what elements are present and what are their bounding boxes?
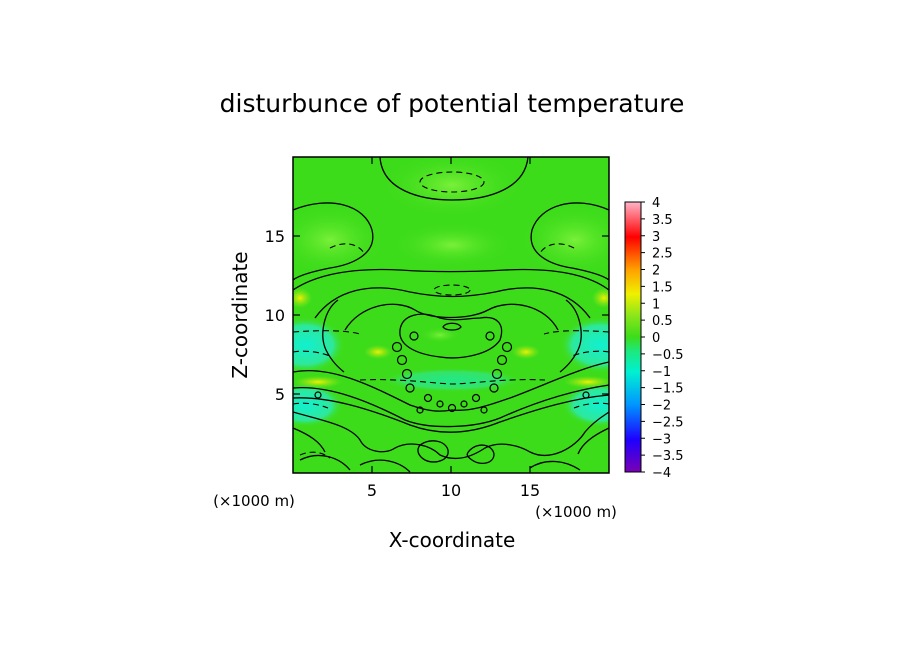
x-tick-label-0: 5 xyxy=(367,481,377,500)
colorbar-label-3: 2.5 xyxy=(652,247,673,262)
x-tick-label-2: 15 xyxy=(520,481,540,500)
y-tick-label-1: 10 xyxy=(265,306,285,325)
colorbar-label-2: 3 xyxy=(652,230,660,245)
x-axis-lower-left-unit-label: (×1000 m) xyxy=(213,492,295,510)
colorbar-label-15: −3.5 xyxy=(652,449,684,464)
colorbar-label-0: 4 xyxy=(652,196,660,211)
x-axis-title: X-coordinate xyxy=(389,528,516,552)
colorbar-label-7: 0.5 xyxy=(652,314,673,329)
colorbar-labels: 4 3.5 3 2.5 21.5 1 0.5 0 −0.5 −1 −1.5 −2−2.5 −3 −3.5 −… xyxy=(641,196,684,481)
heatmap-field xyxy=(293,157,609,473)
colorbar-label-4: 2 xyxy=(652,264,660,279)
x-tick-label-1: 10 xyxy=(441,481,461,500)
colorbar-label-14: −3 xyxy=(652,432,671,447)
colorbar-label-10: −1 xyxy=(652,365,671,380)
chart-title: disturbunce of potential temperature xyxy=(220,89,685,118)
x-axis-lower-right-unit-label: (×1000 m) xyxy=(535,503,617,521)
colorbar-label-9: −0.5 xyxy=(652,348,684,363)
colorbar-gradient xyxy=(624,201,642,473)
colorbar-label-13: −2.5 xyxy=(652,415,684,430)
y-tick-label-0: 5 xyxy=(275,385,285,404)
colorbar-label-1: 3.5 xyxy=(652,213,673,228)
y-axis-title: Z-coordinate xyxy=(228,251,252,378)
y-tick-label-2: 15 xyxy=(265,227,285,246)
y-axis: 5 10 15 xyxy=(265,227,609,404)
colorbar-label-5: 1.5 xyxy=(652,280,673,295)
colorbar-label-12: −2 xyxy=(652,399,671,414)
colorbar: 4 3.5 3 2.5 21.5 1 0.5 0 −0.5 −1 −1.5 −2−2.5 −3 −3.5 −… xyxy=(624,196,684,481)
colorbar-label-8: 0 xyxy=(652,331,660,346)
x-axis: 5 10 15 xyxy=(367,157,540,500)
colorbar-label-6: 1 xyxy=(652,297,660,312)
colorbar-label-11: −1.5 xyxy=(652,382,684,397)
colorbar-label-16: −4 xyxy=(652,466,671,481)
